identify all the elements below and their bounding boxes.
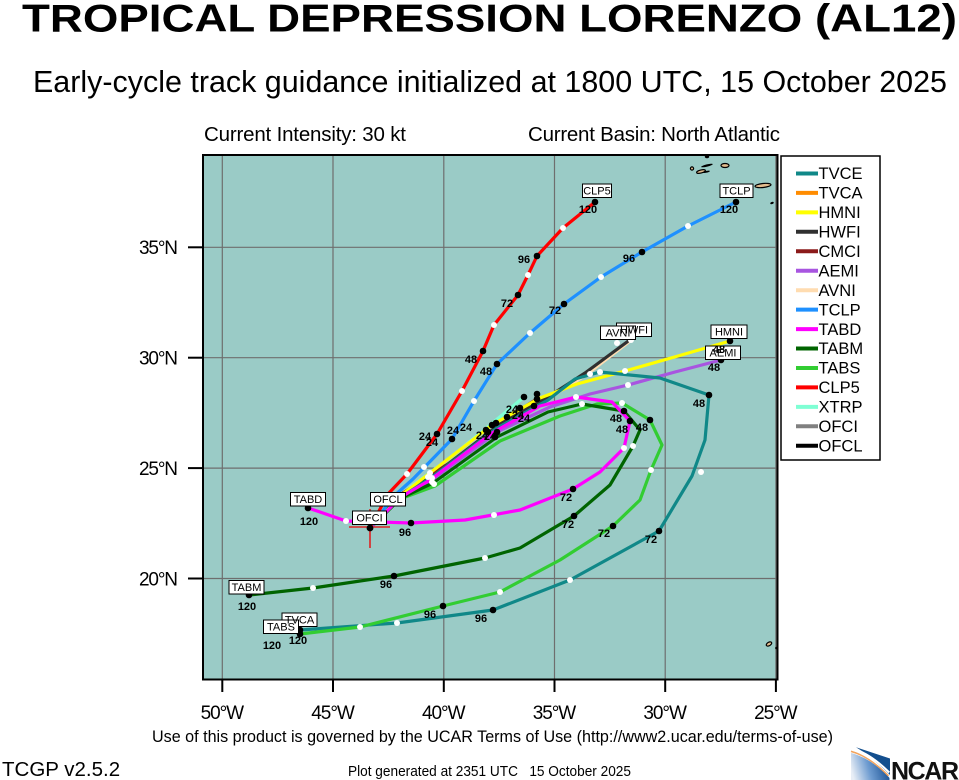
- svg-text:50°W: 50°W: [201, 703, 245, 724]
- svg-text:120: 120: [579, 204, 597, 216]
- svg-text:CLP5: CLP5: [819, 379, 860, 397]
- svg-text:96: 96: [518, 254, 530, 266]
- svg-text:48: 48: [708, 362, 720, 374]
- svg-text:HMNI: HMNI: [819, 204, 861, 222]
- svg-text:48: 48: [693, 398, 705, 410]
- svg-text:TABD: TABD: [294, 494, 323, 506]
- svg-text:25°N: 25°N: [139, 459, 178, 480]
- svg-text:35°W: 35°W: [533, 703, 577, 724]
- svg-text:24: 24: [512, 410, 525, 422]
- svg-text:24: 24: [506, 404, 519, 416]
- svg-text:72: 72: [501, 298, 513, 310]
- svg-text:Plot generated at 2351 UTC 1: Plot generated at 2351 UTC 15 October 20…: [348, 764, 631, 780]
- svg-text:TVCA: TVCA: [285, 615, 315, 627]
- svg-text:TABM: TABM: [232, 582, 262, 594]
- svg-text:48: 48: [636, 422, 648, 434]
- svg-text:HWFI: HWFI: [819, 224, 861, 242]
- svg-text:48: 48: [713, 344, 725, 356]
- svg-text:120: 120: [300, 516, 318, 528]
- svg-text:96: 96: [380, 579, 392, 591]
- svg-text:48: 48: [610, 413, 622, 425]
- svg-text:24: 24: [419, 431, 432, 443]
- svg-text:HMNI: HMNI: [715, 327, 743, 339]
- svg-text:96: 96: [399, 527, 411, 539]
- svg-text:TABS: TABS: [819, 360, 861, 378]
- svg-text:OFCL: OFCL: [373, 494, 402, 506]
- svg-text:HWFI: HWFI: [620, 325, 648, 337]
- svg-text:24: 24: [460, 422, 473, 434]
- svg-text:CMCI: CMCI: [819, 243, 861, 261]
- svg-text:96: 96: [475, 613, 487, 625]
- svg-text:XTRP: XTRP: [819, 399, 863, 417]
- svg-text:AVNI: AVNI: [819, 282, 856, 300]
- svg-text:CLP5: CLP5: [583, 186, 611, 198]
- svg-text:96: 96: [623, 253, 635, 265]
- svg-text:AEMI: AEMI: [710, 348, 737, 360]
- svg-text:72: 72: [549, 305, 561, 317]
- svg-text:TCLP: TCLP: [819, 301, 861, 319]
- svg-text:35°N: 35°N: [139, 238, 178, 259]
- svg-text:Current Intensity: 30 kt: Current Intensity: 30 kt: [204, 123, 406, 146]
- svg-text:120: 120: [263, 640, 281, 652]
- svg-text:45°W: 45°W: [311, 703, 355, 724]
- svg-text:24: 24: [447, 425, 460, 437]
- svg-text:OFCI: OFCI: [819, 418, 858, 436]
- svg-text:30°W: 30°W: [643, 703, 687, 724]
- svg-text:TABS: TABS: [267, 622, 295, 634]
- svg-text:Early-cycle track guidance ini: Early-cycle track guidance initialized a…: [33, 65, 947, 99]
- svg-text:OFCL: OFCL: [819, 438, 863, 456]
- svg-text:NCAR: NCAR: [891, 758, 959, 780]
- svg-text:120: 120: [720, 204, 738, 216]
- svg-text:48: 48: [616, 424, 628, 436]
- svg-text:120: 120: [238, 601, 256, 613]
- svg-text:72: 72: [562, 519, 574, 531]
- svg-text:TABD: TABD: [819, 321, 862, 339]
- svg-text:72: 72: [560, 492, 572, 504]
- svg-text:25°W: 25°W: [754, 703, 798, 724]
- svg-text:20°N: 20°N: [139, 569, 178, 590]
- svg-text:AVNI: AVNI: [606, 328, 631, 340]
- svg-text:Current Basin: North Atlantic: Current Basin: North Atlantic: [528, 123, 780, 146]
- svg-text:48: 48: [465, 354, 477, 366]
- svg-text:120: 120: [289, 635, 307, 647]
- svg-text:Use of this product is governe: Use of this product is governed by the U…: [152, 727, 833, 746]
- svg-text:TROPICAL DEPRESSION LORENZO (A: TROPICAL DEPRESSION LORENZO (AL12): [22, 0, 957, 41]
- svg-text:24: 24: [484, 431, 497, 443]
- svg-text:96: 96: [424, 609, 436, 621]
- svg-text:72: 72: [645, 534, 657, 546]
- svg-text:72: 72: [598, 528, 610, 540]
- svg-text:AEMI: AEMI: [819, 262, 859, 280]
- svg-text:TVCE: TVCE: [819, 165, 863, 183]
- svg-text:48: 48: [480, 366, 492, 378]
- svg-text:24: 24: [518, 413, 531, 425]
- svg-text:30°N: 30°N: [139, 349, 178, 370]
- svg-text:TCLP: TCLP: [722, 186, 750, 198]
- svg-text:TCGP v2.5.2: TCGP v2.5.2: [2, 758, 120, 780]
- svg-text:TVCA: TVCA: [819, 185, 863, 203]
- svg-text:24: 24: [426, 437, 439, 449]
- svg-text:24: 24: [476, 430, 489, 442]
- svg-text:OFCI: OFCI: [356, 513, 382, 525]
- svg-text:TABM: TABM: [819, 340, 864, 358]
- svg-text:40°W: 40°W: [422, 703, 466, 724]
